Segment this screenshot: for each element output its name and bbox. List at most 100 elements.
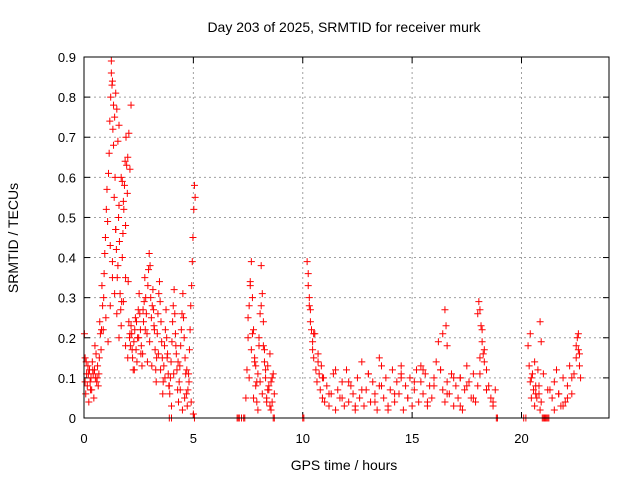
x-tick-label: 0 [80, 431, 87, 446]
y-tick-label: 0 [69, 411, 76, 426]
data-point [126, 165, 134, 173]
data-point [356, 394, 364, 402]
data-point [338, 378, 346, 386]
data-point [410, 378, 418, 386]
data-point [478, 326, 486, 334]
data-point [170, 370, 178, 378]
data-point [351, 402, 359, 410]
data-point [432, 358, 440, 366]
data-point [119, 197, 127, 205]
data-point [316, 386, 324, 394]
data-point [314, 358, 322, 366]
data-point [146, 262, 154, 270]
data-point [179, 290, 187, 298]
data-point [402, 382, 410, 390]
data-point [190, 205, 198, 213]
data-point [87, 386, 95, 394]
data-point [531, 402, 539, 410]
data-point [141, 274, 149, 282]
data-point [393, 378, 401, 386]
data-point [480, 358, 488, 366]
data-point [310, 330, 318, 338]
data-point [163, 354, 171, 362]
data-point [531, 358, 539, 366]
data-point [111, 173, 119, 181]
data-point [265, 382, 273, 390]
data-point [113, 105, 121, 113]
data-point [358, 358, 366, 366]
data-point [138, 362, 146, 370]
data-point [252, 362, 260, 370]
data-point [423, 398, 431, 406]
data-point [244, 314, 252, 322]
data-point [476, 306, 484, 314]
data-point [310, 354, 318, 362]
data-point [149, 286, 157, 294]
data-point [180, 314, 188, 322]
data-point [175, 378, 183, 386]
data-point [117, 322, 125, 330]
data-point [263, 398, 271, 406]
data-point [399, 406, 407, 414]
data-point [245, 374, 253, 382]
data-point [550, 378, 558, 386]
data-point [127, 322, 135, 330]
data-point [122, 221, 130, 229]
data-point [461, 386, 469, 394]
data-point [104, 217, 112, 225]
data-point [143, 358, 151, 366]
data-point [154, 310, 162, 318]
data-point [305, 302, 313, 310]
data-point [318, 394, 326, 402]
data-point [380, 394, 388, 402]
data-point [139, 306, 147, 314]
data-point [167, 358, 175, 366]
data-point [306, 318, 314, 326]
data-point [421, 370, 429, 378]
data-point [441, 306, 449, 314]
data-point [338, 394, 346, 402]
data-point [572, 342, 580, 350]
data-point [360, 402, 368, 410]
data-point [575, 350, 583, 358]
data-point [121, 157, 129, 165]
x-tick-label: 15 [405, 431, 419, 446]
data-point [109, 125, 117, 133]
data-point [115, 121, 123, 129]
data-point [250, 326, 258, 334]
data-point [257, 302, 265, 310]
data-point [469, 370, 477, 378]
data-point [268, 374, 276, 382]
data-point [112, 89, 120, 97]
y-tick-labels: 0 0.1 0.2 0.3 0.4 0.5 0.6 0.7 0.8 0.9 [58, 50, 76, 426]
data-point [101, 234, 109, 241]
data-point [408, 402, 416, 410]
data-point [247, 346, 255, 354]
data-point [137, 350, 145, 358]
data-point [159, 390, 167, 398]
data-point [242, 394, 250, 402]
data-point [111, 113, 119, 121]
data-point [108, 274, 116, 282]
data-point [309, 338, 317, 346]
data-point [145, 250, 153, 258]
data-point [397, 374, 405, 382]
data-point [378, 382, 385, 390]
data-point [443, 342, 451, 350]
data-point [166, 390, 174, 398]
data-point [258, 390, 266, 398]
data-point [443, 390, 451, 398]
data-point [158, 338, 166, 346]
data-point [253, 398, 261, 406]
data-point [137, 342, 145, 350]
data-point [252, 382, 260, 390]
data-point [172, 350, 180, 358]
data-point [270, 390, 278, 398]
data-point [141, 326, 149, 334]
data-point [128, 346, 136, 354]
data-point [323, 382, 331, 390]
data-point [173, 366, 181, 374]
data-point [133, 318, 140, 326]
data-point [185, 378, 193, 386]
data-point [114, 137, 122, 145]
